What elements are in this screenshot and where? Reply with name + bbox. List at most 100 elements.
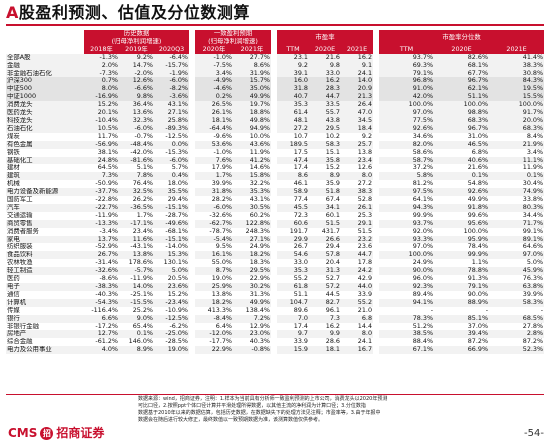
note-line: 数据会在随后进行较大修正，最终数值以一致预期数据为准，该测算数值仅供参考。 [138, 417, 324, 423]
table-cell: 2.8% [489, 330, 545, 339]
table-row: 中证1000 -16.9% 9.8% -3.6% 0.2% 49.9% 40.7 44.7 21… [6, 93, 545, 102]
col-header: TTM [277, 45, 309, 54]
col-header: 2021年 [233, 45, 271, 54]
table-cell: 95.9% [434, 235, 490, 244]
table-cell: 58.7% [379, 156, 435, 165]
table-cell: 88.4% [379, 338, 435, 347]
table-cell: 1.7% [195, 172, 233, 181]
column-gap [271, 251, 277, 260]
table-cell: 35.0% [233, 85, 271, 94]
table-cell: 24.9% [379, 259, 435, 268]
table-cell: -81.6% [119, 156, 154, 165]
column-gap [189, 211, 195, 220]
column-gap [189, 116, 195, 125]
table-row: 非金融石油石化 -7.3% -2.0% -1.9% 3.4% 31.9% 39.1 33.0 2… [6, 69, 545, 78]
table-cell: 67.7% [434, 69, 490, 78]
table-cell: 20.1% [84, 109, 119, 117]
col-header: 2020Q3 [154, 45, 189, 54]
table-cell: 77.4 [277, 196, 309, 204]
table-cell: - [489, 306, 545, 315]
table-cell: 51.2% [379, 322, 435, 331]
table-cell: 5.0% [489, 259, 545, 268]
column-gap [373, 156, 380, 165]
table-cell: -68.1% [154, 227, 189, 236]
table-cell: 2.0% [84, 61, 119, 70]
table-cell: 68.3% [489, 124, 545, 133]
table-cell: 15.5% [489, 93, 545, 102]
table-cell: -12.0% [195, 330, 233, 339]
table-row: 石油石化 10.5% -6.0% -89.3% -64.4% 94.9% 27.2 29.5 1… [6, 124, 545, 133]
table-row: 煤炭 11.7% -0.7% -12.5% -9.6% 10.0% 10.7 10.2 9.2 3… [6, 132, 545, 141]
hist-group-header: 历史数据 [84, 30, 189, 38]
column-gap [271, 330, 277, 339]
table-cell: 122.8% [233, 219, 271, 228]
column-gap [189, 132, 195, 141]
col-header: 2021E [341, 45, 374, 54]
table-cell: 26.7% [84, 251, 119, 260]
table-cell: 94.1% [379, 298, 435, 307]
column-gap [271, 188, 277, 197]
column-gap [189, 259, 195, 268]
table-cell: 14.4 [341, 322, 374, 331]
table-cell: 44.7 [341, 251, 374, 260]
table-cell: 10.7 [277, 132, 309, 141]
table-cell: 80.3% [489, 203, 545, 212]
table-cell: 36.4% [119, 101, 154, 110]
table-cell: 62.1% [434, 85, 490, 94]
table-cell: 13.8% [195, 290, 233, 299]
table-cell: 65.4% [119, 322, 154, 331]
row-label: 科技龙头 [6, 116, 84, 125]
corner-cell [6, 30, 84, 38]
table-cell: 17.9% [195, 164, 233, 173]
table-cell: 43.8 [309, 116, 341, 125]
table-cell: -62.7% [195, 219, 233, 228]
table-row: 基础化工 24.8% -81.6% -6.0% 7.6% 41.2% 47.4 35.8 23.… [6, 156, 545, 165]
table-cell: 33.5 [309, 101, 341, 110]
table-cell: 92.6% [434, 188, 490, 197]
table-cell: 19.7% [233, 101, 271, 110]
table-cell: 15.8% [233, 172, 271, 181]
table-cell: -22.8% [84, 196, 119, 204]
column-gap [373, 77, 380, 86]
table-cell: -4.9% [195, 77, 233, 86]
table-cell: 16.7 [341, 346, 374, 355]
column-gap [271, 196, 277, 204]
table-cell: 19.0% [195, 275, 233, 283]
table-row: 非银行金融 -17.2% 65.4% -6.2% 6.4% 12.9% 17.4 16.2 14… [6, 322, 545, 331]
table-cell: -15.5% [119, 298, 154, 307]
table-cell: 60.6 [277, 219, 309, 228]
column-gap [271, 235, 277, 244]
table-cell: -15.1% [154, 203, 189, 212]
table-cell: 16.1% [195, 251, 233, 260]
table-cell: 0.7% [84, 77, 119, 86]
table-cell: -1.3% [84, 53, 119, 62]
row-label: 汽车 [6, 203, 84, 212]
row-label: 商贸零售 [6, 219, 84, 228]
table-cell: 49.9% [434, 196, 490, 204]
column-gap [189, 53, 195, 62]
column-gap [373, 61, 380, 70]
table-cell: -31.4% [84, 259, 119, 268]
table-row: 食品饮料 26.7% 13.8% 15.3% 16.1% 18.2% 54.6 57.8 44.… [6, 251, 545, 260]
column-gap [373, 275, 380, 283]
table-cell: - [434, 306, 490, 315]
table-cell: 41.2% [233, 156, 271, 165]
table-cell: 32.2% [233, 180, 271, 189]
table-cell: -6.0% [119, 124, 154, 133]
table-cell: 15.2% [154, 290, 189, 299]
table-cell: 69.3% [379, 61, 435, 70]
table-row: 建材 64.5% 5.1% 5.7% 17.9% 14.6% 17.4 15.2 12.6 37.… [6, 164, 545, 173]
table-cell: 95.6% [434, 219, 490, 228]
row-label: 银行 [6, 314, 84, 323]
table-cell: 78.3% [379, 314, 435, 323]
column-gap [189, 235, 195, 244]
table-cell: 85.1% [434, 314, 490, 323]
column-gap [189, 172, 195, 181]
column-gap [189, 283, 195, 291]
column-gap [373, 259, 380, 268]
column-gap [189, 322, 195, 331]
column-gap [271, 101, 277, 110]
table-cell: 9.2 [277, 61, 309, 70]
column-gap [373, 322, 380, 331]
table-cell: 13.8% [119, 251, 154, 260]
